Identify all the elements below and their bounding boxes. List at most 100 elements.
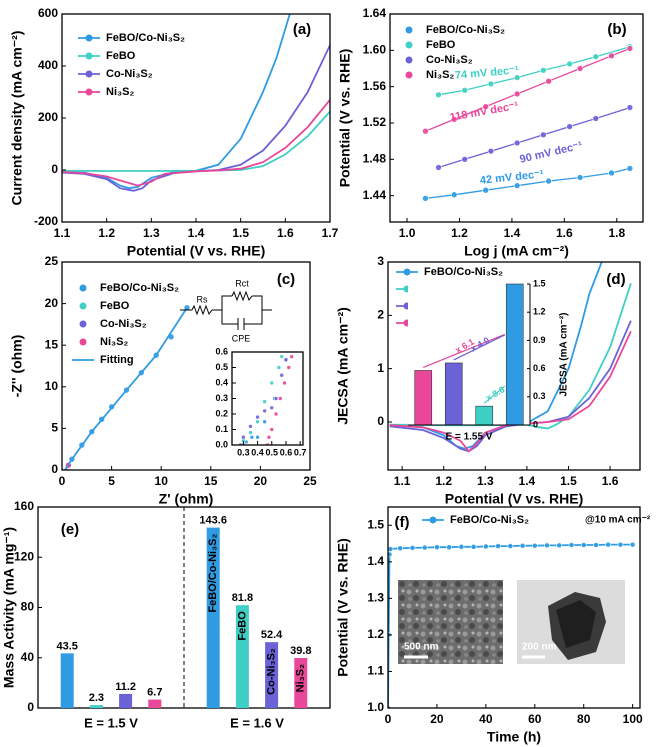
bar xyxy=(148,699,162,708)
y-tick-label: 3 xyxy=(377,254,384,268)
annotation: 74 mV dec⁻¹ xyxy=(454,64,519,82)
data-point xyxy=(513,139,521,147)
data-point xyxy=(422,195,429,202)
legend-label: Fitting xyxy=(100,354,134,366)
tem-particle-core xyxy=(556,600,596,648)
y-axis-label: Mass Activity (mA mg⁻¹) xyxy=(1,527,17,688)
value-label: 11.2 xyxy=(115,681,136,693)
ratio-arrow xyxy=(423,333,505,369)
inset-y-axis-label: JECSA (mA cm⁻²) xyxy=(559,313,570,397)
x-tick-label: 25 xyxy=(303,474,317,488)
x-tick-label: 1.2 xyxy=(98,226,115,240)
data-point xyxy=(255,419,260,425)
legend-label: Co-Ni₃S₂ xyxy=(100,318,147,330)
value-label: 52.4 xyxy=(261,629,283,641)
data-point xyxy=(580,542,587,548)
y-tick-label: 160 xyxy=(14,499,34,513)
legend-label: FeBO/Co-Ni₃S₂ xyxy=(426,24,505,36)
bar-name-label: FeBO/Co-Ni₃S₂ xyxy=(207,533,219,612)
legend-marker xyxy=(79,338,87,346)
legend-marker xyxy=(405,56,413,64)
circuit-label: CPE xyxy=(232,333,251,343)
plot xyxy=(422,43,634,202)
data-point xyxy=(435,164,442,171)
data-point xyxy=(266,434,272,440)
data-point xyxy=(262,408,267,414)
x-tick-label: 1.8 xyxy=(608,226,625,240)
inset-bar xyxy=(444,362,463,426)
data-point xyxy=(255,434,260,440)
y-tick-label: 120 xyxy=(14,549,34,563)
panel-label: (a) xyxy=(293,21,311,38)
image-panels: 500 nm 200 nm xyxy=(398,580,625,664)
legend-label: FeBO xyxy=(106,50,136,62)
x-tick-label: 1.6 xyxy=(602,474,619,488)
bar xyxy=(60,653,74,708)
ratio-arrow xyxy=(453,334,506,361)
series-line xyxy=(425,167,631,200)
series-line xyxy=(438,106,631,169)
y-tick-label: 0.5 xyxy=(215,362,228,372)
y-axis-label: JECSA (mA cm⁻²) xyxy=(335,307,351,425)
data-point xyxy=(421,544,428,551)
ratio-arrow xyxy=(483,385,506,404)
y-tick-label: 1.3 xyxy=(367,591,384,605)
data-point xyxy=(273,396,279,401)
x-axis-label: Log j (mA cm⁻²) xyxy=(464,243,569,259)
data-point xyxy=(434,544,440,551)
data-point xyxy=(276,365,282,370)
y-tick-label: 0.2 xyxy=(215,408,228,418)
data-point xyxy=(279,372,285,378)
data-point xyxy=(592,115,600,122)
x-tick-label: 0 xyxy=(385,712,392,726)
data-point xyxy=(248,430,253,435)
legend-marker xyxy=(79,320,87,328)
series-line xyxy=(438,46,631,96)
data-point xyxy=(629,541,636,548)
y-tick-label: 40 xyxy=(21,650,35,664)
x-axis-label: Time (h) xyxy=(487,729,541,745)
y-tick-label: 0.4 xyxy=(215,377,228,387)
data-point xyxy=(626,104,634,111)
data-point xyxy=(566,123,573,130)
y-tick-label: 20 xyxy=(45,296,59,310)
inset-y-tick-label: 0.9 xyxy=(533,335,546,345)
legend-label: FeBO/Co-Ni₃S₂ xyxy=(106,32,185,44)
y-tick-label: 1.64 xyxy=(363,6,387,20)
data-point xyxy=(576,65,584,72)
data-point xyxy=(593,542,599,548)
panel-label: (e) xyxy=(61,521,79,538)
scale-bar-label: 500 nm xyxy=(404,642,439,653)
x-tick-label: 0.4 xyxy=(251,447,264,457)
x-tick-label: 15 xyxy=(204,474,218,488)
legend-label: Ni₃S₂ xyxy=(426,69,454,81)
y-tick-label: 0 xyxy=(51,162,58,176)
x-tick-label: 20 xyxy=(254,474,268,488)
x-tick-label: 1.4 xyxy=(519,474,536,488)
data-point xyxy=(283,357,289,363)
data-point xyxy=(519,542,526,549)
series-line xyxy=(389,320,632,453)
legend-label: FeBO xyxy=(100,300,130,312)
y-tick-label: 10 xyxy=(45,379,59,393)
inset-background xyxy=(232,352,303,445)
sem-image xyxy=(398,580,503,664)
y-tick-label: 1.2 xyxy=(367,627,384,641)
data-point xyxy=(269,405,275,411)
data-point xyxy=(556,542,563,549)
legend-marker xyxy=(79,284,87,292)
bar xyxy=(235,605,249,708)
series-line xyxy=(425,47,631,132)
plot xyxy=(62,14,330,192)
x-tick-label: 1.6 xyxy=(277,226,294,240)
x-tick-label: 40 xyxy=(479,712,493,726)
x-tick-label: 1.1 xyxy=(54,226,71,240)
x-tick-label: 100 xyxy=(623,712,643,726)
data-point xyxy=(255,414,260,420)
data-point xyxy=(279,354,285,359)
x-tick-label: 1.2 xyxy=(451,226,468,240)
data-point xyxy=(544,542,550,549)
data-point xyxy=(422,127,429,135)
inset-bar xyxy=(505,283,524,426)
data-point xyxy=(482,543,489,550)
